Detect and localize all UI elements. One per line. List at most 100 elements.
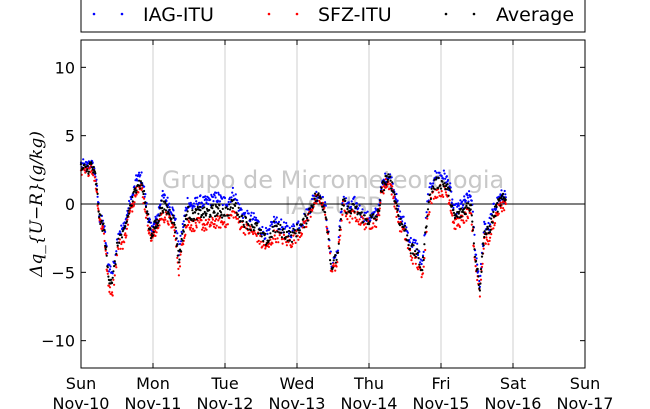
- x-tick-day-label: Tue: [210, 374, 238, 393]
- data-point: [293, 225, 296, 228]
- data-point: [172, 216, 175, 219]
- data-point: [380, 190, 384, 193]
- data-point: [192, 202, 196, 205]
- data-point: [242, 231, 245, 235]
- data-point: [499, 201, 502, 204]
- data-point: [183, 223, 186, 227]
- data-point: [195, 226, 198, 229]
- data-point: [469, 208, 472, 211]
- data-point: [412, 244, 415, 247]
- data-point: [267, 239, 270, 242]
- data-point: [487, 243, 490, 246]
- data-point: [178, 258, 181, 261]
- data-point: [121, 247, 124, 250]
- data-point: [195, 224, 198, 227]
- data-point: [166, 206, 169, 209]
- data-point: [217, 207, 220, 210]
- data-point: [403, 222, 407, 225]
- data-point: [178, 265, 182, 268]
- data-point: [475, 253, 478, 256]
- data-point: [227, 200, 230, 204]
- data-point: [303, 226, 306, 229]
- data-point: [209, 224, 212, 227]
- data-point: [437, 176, 440, 180]
- data-point: [163, 208, 166, 211]
- data-point: [358, 204, 361, 207]
- data-point: [446, 178, 450, 182]
- data-point: [126, 218, 129, 221]
- data-point: [148, 218, 151, 221]
- data-point: [248, 231, 251, 234]
- data-point: [434, 178, 438, 181]
- data-point: [439, 187, 443, 190]
- data-point: [290, 234, 293, 237]
- data-point: [383, 189, 386, 192]
- data-point: [320, 202, 323, 205]
- data-point: [443, 172, 446, 175]
- data-point: [103, 229, 106, 232]
- data-point: [495, 203, 498, 207]
- data-point: [180, 250, 183, 253]
- data-point: [205, 212, 208, 215]
- data-point: [208, 218, 211, 221]
- data-point: [503, 209, 506, 212]
- data-point: [498, 199, 501, 202]
- data-point: [386, 183, 389, 186]
- data-point: [389, 179, 392, 182]
- data-point: [95, 188, 99, 191]
- data-point: [146, 217, 149, 220]
- data-point: [390, 193, 393, 196]
- data-point: [484, 242, 487, 245]
- data-point: [304, 215, 307, 218]
- data-point: [154, 219, 157, 222]
- data-point: [162, 196, 165, 199]
- legend: IAG-ITU SFZ-ITU Average: [80, 0, 586, 33]
- data-point: [275, 225, 278, 228]
- data-point: [302, 217, 305, 220]
- data-point: [202, 203, 205, 206]
- data-point: [186, 210, 189, 213]
- data-point: [504, 202, 507, 206]
- data-point: [249, 220, 252, 223]
- data-point: [280, 236, 283, 239]
- data-point: [327, 245, 330, 248]
- data-point: [393, 193, 396, 196]
- data-point: [137, 173, 140, 176]
- data-point: [311, 206, 314, 209]
- data-point: [480, 270, 483, 273]
- data-point: [231, 191, 234, 194]
- data-point: [472, 242, 475, 245]
- data-point: [280, 218, 283, 221]
- data-point: [420, 262, 423, 266]
- data-point: [363, 214, 366, 217]
- y-tick-label: 10: [55, 58, 75, 77]
- data-point: [154, 234, 157, 237]
- data-point: [393, 205, 396, 208]
- data-point: [332, 259, 335, 262]
- data-point: [472, 245, 475, 248]
- data-point: [308, 207, 312, 210]
- data-point: [90, 162, 93, 165]
- x-tick-date-label: Nov-16: [485, 394, 542, 409]
- data-point: [173, 229, 176, 232]
- data-point: [202, 216, 205, 219]
- data-point: [105, 252, 108, 255]
- data-point: [471, 220, 474, 223]
- data-point: [114, 263, 117, 266]
- data-point: [82, 166, 85, 170]
- data-point: [168, 208, 171, 211]
- data-point: [399, 217, 402, 220]
- data-point: [483, 235, 486, 239]
- data-point: [276, 230, 279, 233]
- data-point: [490, 217, 493, 220]
- data-point: [84, 171, 87, 174]
- data-point: [172, 225, 175, 228]
- data-point: [499, 204, 502, 207]
- data-point: [223, 196, 227, 200]
- data-point: [212, 225, 216, 228]
- data-point: [102, 232, 106, 235]
- data-point: [495, 205, 498, 209]
- x-tick-date-label: Nov-14: [341, 394, 398, 409]
- data-point: [341, 213, 344, 216]
- data-point: [466, 196, 470, 199]
